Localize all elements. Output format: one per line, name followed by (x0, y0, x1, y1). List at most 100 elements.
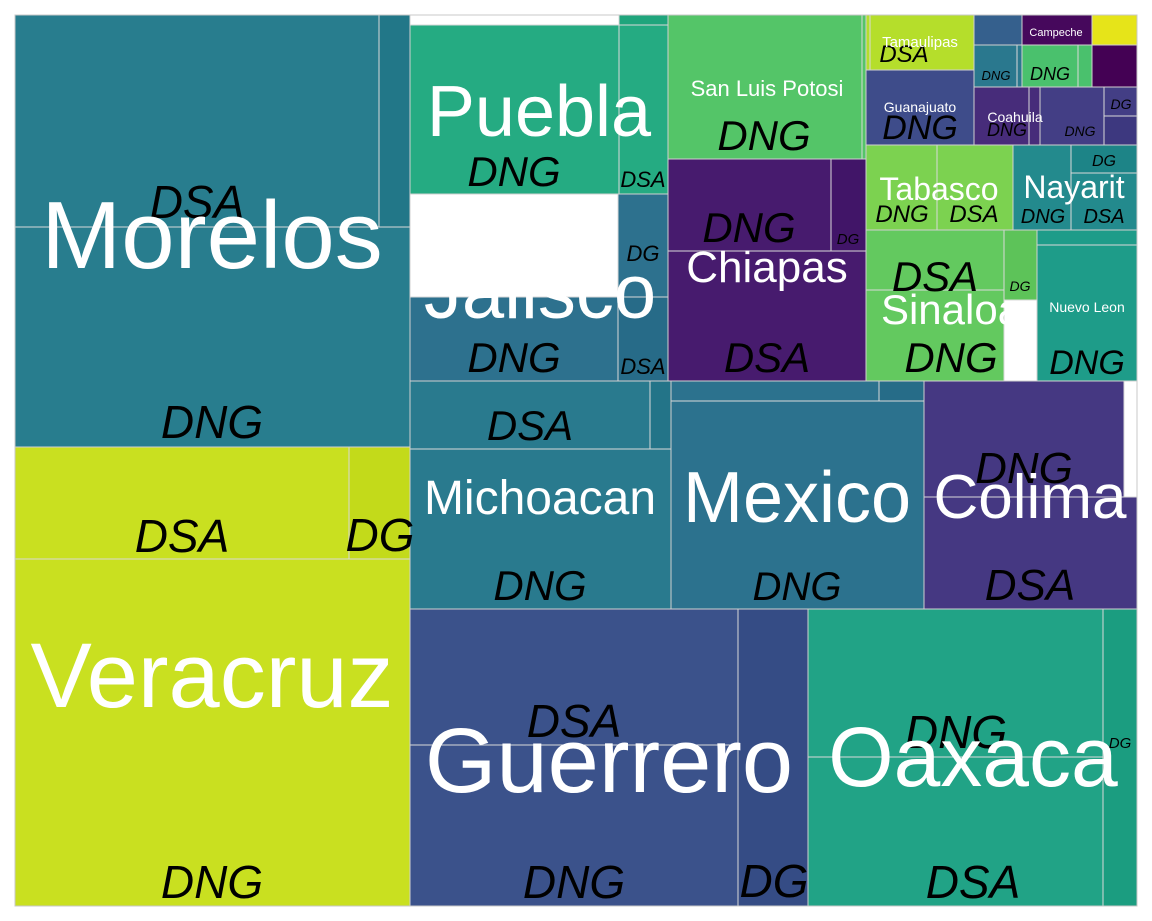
cell-tamaulipas-15-part-1 (865, 14, 871, 71)
treemap-state-labels: Morelos Veracruz Guerrero Oaxaca Mexico Colim… (30, 27, 1127, 812)
sub-label-nayarit-14-dg: DG (1092, 153, 1116, 170)
sub-label-veracruz-1-dsa: DSA (135, 510, 230, 562)
cell-unlabeled-22-part-0 (1091, 14, 1138, 46)
state-label-campeche: Campeche (1029, 27, 1082, 39)
cell-morelos-0-dng (14, 226, 411, 448)
sub-label-oaxaca-3-dng: DNG (905, 706, 1007, 758)
sub-label-chiapas-9-dg: DG (837, 231, 860, 248)
sub-label-coahuila-17-dng: DNG (987, 120, 1027, 140)
sub-label-sinaloa-11-dg: DG (1010, 278, 1031, 294)
sub-label-guerrero-2-dsa: DSA (527, 695, 622, 747)
sub-label-veracruz-1-dg: DG (346, 509, 415, 561)
cell-guanajuato-16-dng (865, 69, 975, 146)
sub-label-puebla-8-dsa: DSA (620, 167, 665, 192)
cell-veracruz-1-dsa (14, 446, 350, 560)
state-label-oaxaca: Oaxaca (828, 710, 1118, 804)
state-label-chiapas: Chiapas (686, 243, 847, 292)
state-label-jalisco: Jalisco (424, 250, 656, 335)
state-label-mexico: Mexico (683, 458, 911, 538)
cell-morelos-0-dsa (14, 14, 380, 228)
state-label-veracruz: Veracruz (30, 625, 393, 727)
sub-label-colima-5-dng: DNG (975, 444, 1073, 493)
sub-label-morelos-0-dsa: DSA (150, 176, 245, 228)
state-label-guanajuato: Guanajuato (884, 99, 957, 115)
cell-unlabeled-18-dg (1103, 86, 1138, 117)
cell-puebla-8-part-2 (618, 14, 669, 26)
cell-guerrero-2-dng (409, 744, 739, 907)
sub-label-chiapas-9-dsa: DSA (724, 334, 810, 381)
treemap-sub-labels: DNG DSA DNG DSA DG DNG DSA DG DSA DNG DG DNG DSA DNG D… (135, 41, 1132, 908)
cell-colima-5-dsa (923, 496, 1138, 610)
sub-label-tabasco-13-dng: DNG (875, 201, 928, 228)
sub-label-michoacan-6-dsa: DSA (487, 402, 573, 449)
cell-nayarit-14-dg (1070, 144, 1138, 174)
cell-chiapas-9-dng (667, 158, 832, 252)
state-label-michoacan: Michoacan (424, 472, 656, 525)
sub-label-sinaloa-11-dsa: DSA (892, 253, 978, 300)
cell-mexico-4-dng (670, 400, 925, 610)
state-label-san-luis-potosi: San Luis Potosi (691, 76, 844, 101)
sub-label-guerrero-2-dg: DG (740, 855, 809, 907)
sub-label-jalisco-7-dg: DG (627, 241, 660, 266)
cell-guerrero-2-dsa (409, 608, 739, 746)
cell-unlabeled-19-part-1 (1016, 44, 1023, 88)
sub-label-san-luis-potosi-10-dng: DNG (717, 112, 810, 159)
sub-label-unlabeled-19-dng: DNG (982, 68, 1011, 83)
sub-label-tabasco-13-dsa: DSA (949, 201, 998, 228)
cell-sinaloa-11-dg (1003, 229, 1038, 301)
state-label-morelos: Morelos (41, 182, 382, 289)
sub-label-mexico-4-dng: DNG (753, 565, 842, 609)
sub-label-puebla-8-dng: DNG (467, 148, 560, 195)
cell-unlabeled-20-part-1 (1077, 44, 1093, 88)
cell-unlabeled-18-part-2 (1103, 115, 1138, 146)
sub-label-chiapas-9-dng: DNG (702, 204, 795, 251)
state-label-nuevo-leon: Nuevo Leon (1049, 299, 1125, 315)
state-label-colima: Colima (934, 463, 1127, 532)
cell-mexico-4-part-2 (878, 380, 925, 402)
cell-morelos-0-part-2 (378, 14, 411, 228)
sub-label-jalisco-7-dng: DNG (467, 334, 560, 381)
cell-unlabeled-24-part-0 (973, 14, 1023, 46)
cell-colima-5-dng (923, 380, 1125, 498)
sub-label-colima-5-dsa: DSA (985, 561, 1075, 610)
state-label-puebla: Puebla (427, 72, 652, 152)
treemap-cells (14, 14, 1138, 907)
cell-puebla-8-dng (409, 24, 620, 195)
sub-label-unlabeled-18-dg: DG (1111, 96, 1132, 112)
treemap-frame (14, 14, 1138, 907)
cell-jalisco-7-dg (617, 193, 669, 298)
sub-label-oaxaca-3-dsa: DSA (926, 856, 1021, 908)
sub-label-unlabeled-20-dng: DNG (1030, 64, 1070, 84)
cell-san-luis-potosi-10-part-1 (861, 14, 867, 160)
cell-jalisco-7-dng (409, 296, 619, 382)
sub-label-sinaloa-11-dng: DNG (904, 334, 997, 381)
sub-label-veracruz-1-dng: DNG (161, 856, 263, 908)
cell-veracruz-1-dng (14, 558, 411, 907)
state-label-tabasco: Tabasco (879, 171, 998, 207)
state-label-nayarit: Nayarit (1023, 169, 1124, 205)
cell-unlabeled-23-part-0 (1091, 44, 1138, 88)
cell-michoacan-6-part-2 (649, 380, 672, 450)
cell-veracruz-1-dg (348, 446, 411, 560)
cell-nuevo-leon-12-part-1 (1036, 229, 1138, 246)
state-label-sinaloa: Sinaloa (881, 286, 1022, 333)
sub-label-morelos-0-dng: DNG (161, 396, 263, 448)
cell-oaxaca-3-dsa (807, 756, 1104, 907)
cell-mexico-4-part-1 (670, 380, 880, 402)
sub-label-unlabeled-18-dng: DNG (1064, 123, 1095, 139)
cell-chiapas-9-dg (830, 158, 867, 252)
sub-label-michoacan-6-dng: DNG (493, 562, 586, 609)
sub-label-nayarit-14-dng: DNG (1021, 206, 1065, 228)
cell-tabasco-13-dsa (936, 144, 1014, 231)
state-label-guerrero: Guerrero (425, 710, 793, 812)
sub-label-guanajuato-16-dng: DNG (882, 109, 958, 147)
cell-puebla-8-dsa (618, 24, 669, 195)
treemap-group-borders (14, 14, 1138, 907)
sub-label-guerrero-2-dng: DNG (523, 856, 625, 908)
cell-nayarit-14-dsa (1070, 172, 1138, 231)
sub-label-nuevo-leon-12-dng: DNG (1049, 344, 1125, 382)
sub-label-jalisco-7-dsa: DSA (620, 354, 665, 379)
state-label-coahuila: Coahuila (987, 109, 1042, 125)
sub-label-oaxaca-3-dg: DG (1109, 735, 1132, 752)
